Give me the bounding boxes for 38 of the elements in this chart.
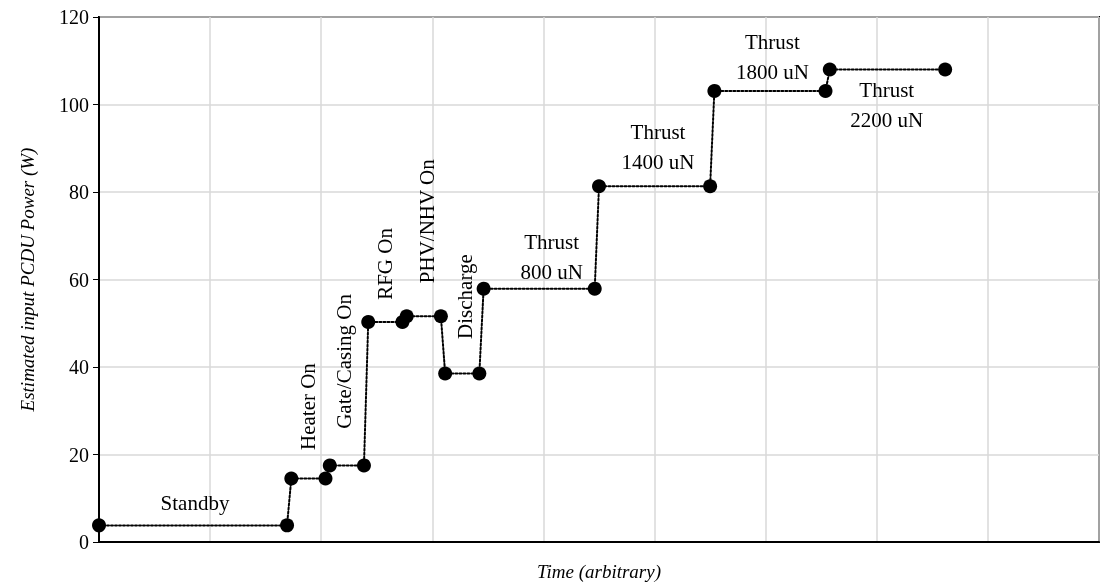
point bbox=[476, 281, 491, 296]
point bbox=[318, 471, 333, 486]
point bbox=[938, 62, 953, 77]
y-tick-label: 100 bbox=[59, 93, 89, 116]
point bbox=[361, 314, 376, 329]
annotation: RFG On bbox=[373, 227, 398, 300]
annotation: Discharge bbox=[453, 254, 478, 339]
point bbox=[438, 366, 453, 381]
annotation: Standby bbox=[160, 491, 230, 516]
annotation: Thrust 2200 uN bbox=[850, 77, 924, 132]
point bbox=[703, 179, 718, 194]
point bbox=[322, 458, 337, 473]
y-tick-label: 0 bbox=[79, 531, 89, 553]
point bbox=[822, 62, 837, 77]
annotation: Heater On bbox=[296, 362, 321, 450]
point bbox=[356, 458, 371, 473]
annotation: Thrust 1400 uN bbox=[621, 120, 695, 175]
point bbox=[284, 471, 299, 486]
point bbox=[399, 309, 414, 324]
point bbox=[280, 518, 295, 533]
point bbox=[92, 518, 106, 533]
point bbox=[592, 179, 606, 194]
annotation: Thrust 800 uN bbox=[520, 229, 583, 284]
annotation: Gate/Casing On bbox=[331, 293, 356, 429]
annotation: PHV/NHV On bbox=[414, 158, 439, 284]
x-axis-title: Time (arbitrary) bbox=[536, 561, 662, 583]
y-axis-title: Estimated input PCDU Power (W) bbox=[17, 147, 39, 413]
point bbox=[433, 309, 448, 324]
y-tick-label: 80 bbox=[69, 181, 89, 203]
y-tick-label: 120 bbox=[59, 6, 89, 28]
point bbox=[472, 366, 487, 381]
point bbox=[818, 83, 833, 98]
point bbox=[707, 83, 722, 98]
y-tick-label: 60 bbox=[69, 268, 89, 291]
y-tick-label: 40 bbox=[69, 356, 89, 378]
y-tick-label: 20 bbox=[69, 443, 89, 466]
annotation: Thrust 1800 uN bbox=[735, 29, 809, 84]
point bbox=[587, 281, 602, 296]
